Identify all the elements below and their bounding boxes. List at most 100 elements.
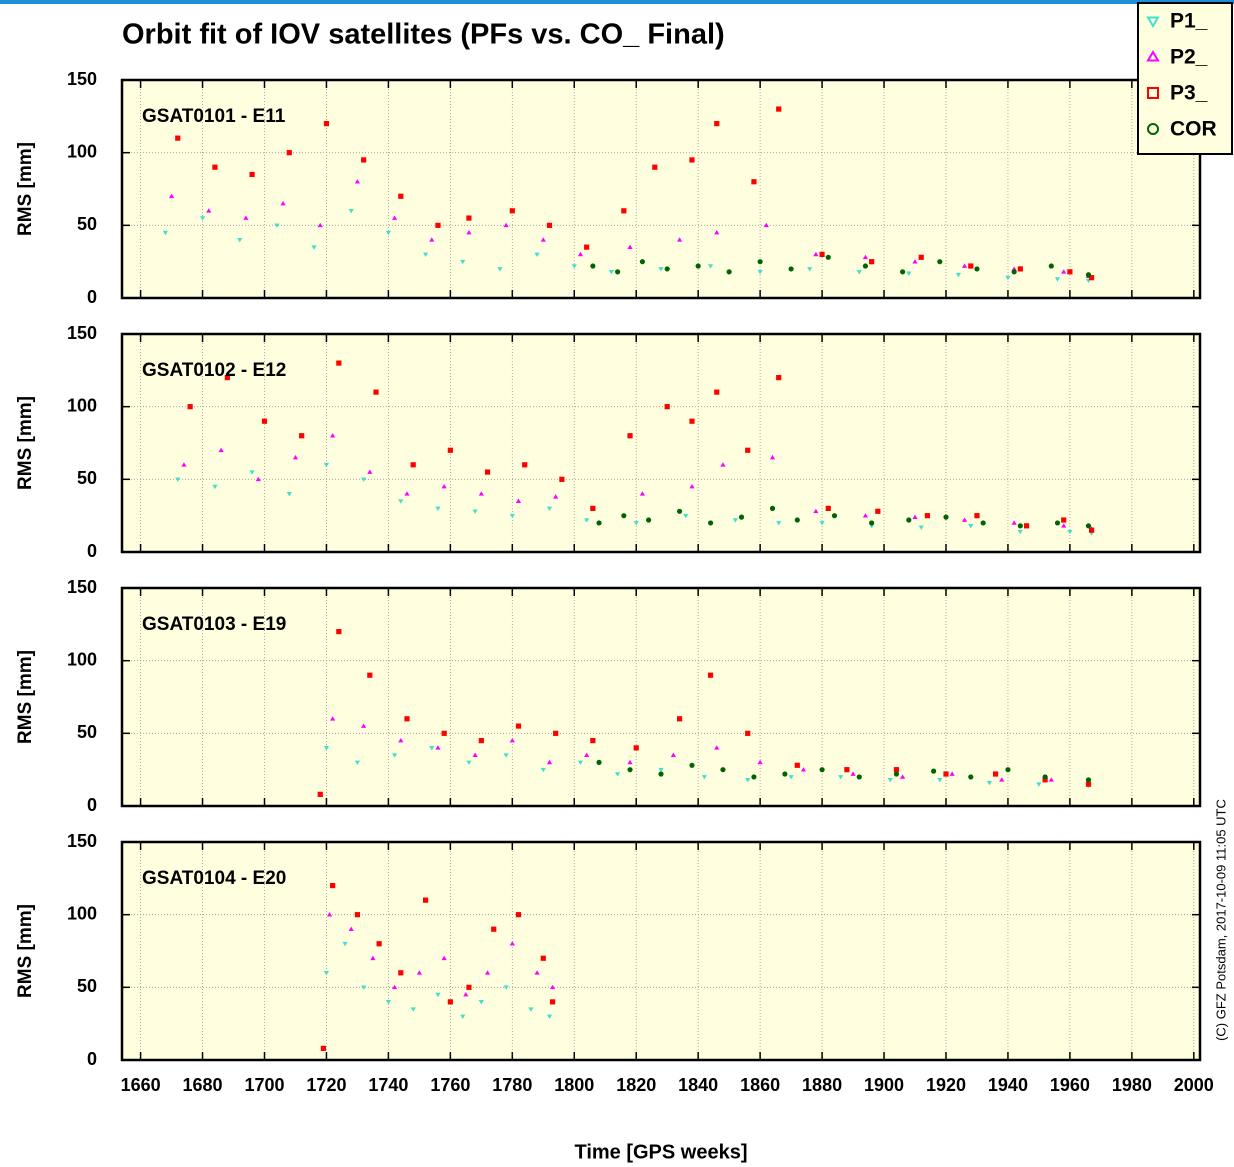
point [949,771,955,776]
point [1067,269,1073,275]
point [590,738,596,744]
point [900,774,906,779]
x-tick-label: 1840 [678,1075,718,1095]
point [1085,781,1092,787]
point [546,1014,553,1019]
point [961,517,968,522]
point [212,164,218,170]
point [330,883,336,889]
point [478,491,484,496]
point [974,513,980,519]
point [751,179,757,185]
point [370,955,376,961]
point [1061,517,1067,523]
point [633,521,639,526]
point [435,506,441,511]
point [522,462,528,468]
point [391,753,398,758]
point [683,513,689,519]
point [549,999,556,1005]
point [745,447,751,453]
point [596,520,602,526]
point [212,484,218,490]
point [794,517,800,523]
point [1088,275,1095,281]
y-tick-label: 50 [77,468,97,488]
point [503,753,509,758]
point [788,266,794,272]
point [707,672,714,678]
point [658,267,664,272]
point [627,767,633,773]
point [900,269,906,275]
point [175,477,181,482]
point [701,775,707,780]
point [336,629,342,635]
plot-area [122,842,1200,1060]
point [584,518,590,523]
point [336,360,342,366]
point [466,215,472,221]
point [633,745,639,751]
point [249,470,255,475]
point [515,723,522,729]
y-tick-label: 0 [87,287,97,307]
point [584,752,590,757]
point [1088,527,1095,533]
point [676,237,683,242]
point [354,179,361,184]
point [553,730,559,736]
point [782,771,788,777]
point [509,208,515,214]
point [751,774,757,780]
point [615,772,621,777]
point [549,984,556,990]
point [367,672,373,678]
legend-label: P3_ [1170,82,1208,105]
point [1042,774,1048,780]
point [261,418,268,424]
point [974,266,980,272]
point [893,767,900,773]
point [398,970,404,976]
point [992,771,999,777]
point [825,505,831,511]
point [1061,269,1067,274]
point [807,267,813,272]
point [1067,529,1073,535]
point [330,716,336,721]
point [788,775,794,780]
point [540,237,546,242]
point [354,912,361,918]
point [590,263,596,269]
point [714,121,720,127]
point [255,476,261,482]
point [986,780,992,786]
point [503,985,509,990]
point [416,970,422,975]
legend-marker [1147,87,1159,99]
top-bar [0,0,1234,4]
point [320,1045,326,1051]
point [831,513,838,519]
point [707,264,714,269]
y-tick-label: 100 [67,395,97,415]
point [608,270,615,275]
point [794,762,800,768]
point [869,520,875,526]
point [869,259,875,265]
point [472,509,478,514]
point [441,955,447,961]
point [410,462,416,468]
y-axis-label: RMS [mm] [15,650,36,744]
point [584,244,590,250]
point [819,251,825,257]
point [838,775,844,780]
point [968,774,974,780]
point [168,193,175,199]
point [528,1007,534,1012]
point [825,254,831,260]
point [714,389,720,395]
point [943,771,949,777]
point [509,941,515,946]
